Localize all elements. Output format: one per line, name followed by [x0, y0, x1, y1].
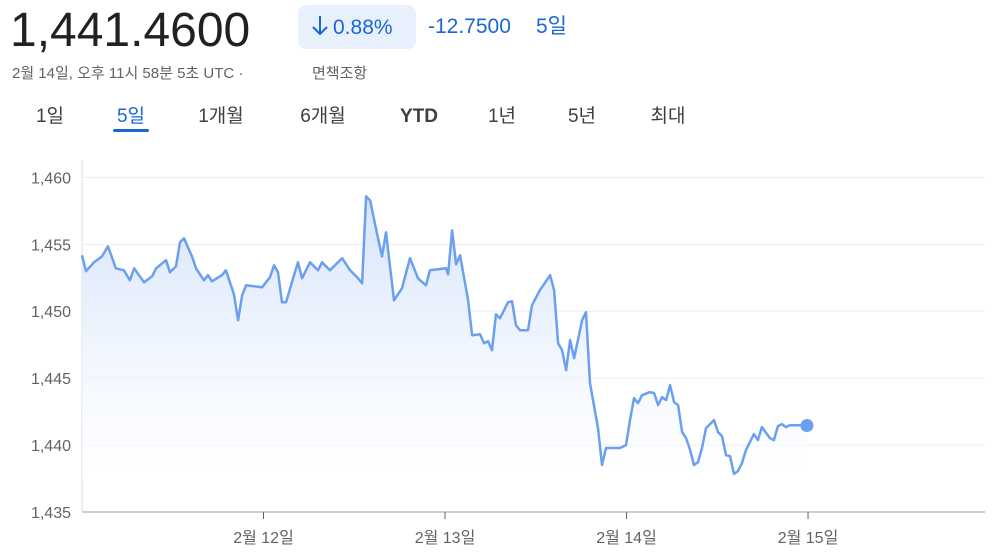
range-tab[interactable]: 6개월 [300, 105, 346, 127]
change-badge [298, 5, 416, 49]
y-tick-label: 1,450 [31, 304, 71, 321]
y-tick-label: 1,445 [31, 371, 71, 388]
area-fill [82, 196, 807, 478]
range-tab[interactable]: 최대 [651, 105, 686, 127]
change-period: 5일 [536, 15, 567, 38]
y-tick-label: 1,440 [31, 438, 71, 455]
tab-underline [113, 129, 149, 132]
plot: 1,435 1,440 1,445 1,450 1,455 1,460 2월 12일 2월 1… [31, 160, 985, 547]
y-tick-label: 1,460 [31, 170, 71, 187]
x-tick-label: 2월 13일 [415, 529, 476, 547]
last-point [800, 419, 814, 433]
x-tick-label: 2월 15일 [778, 529, 839, 547]
range-tab[interactable]: YTD [400, 106, 438, 127]
y-tick-label: 1,435 [31, 505, 71, 522]
disclaimer-link[interactable]: 면책조항 [312, 65, 367, 82]
x-tick-label: 2월 12일 [233, 529, 294, 547]
range-tab[interactable]: 5일 [117, 105, 145, 127]
range-tab[interactable]: 1년 [488, 105, 516, 127]
range-tab[interactable]: 1개월 [198, 105, 244, 127]
change-percent: 0.88% [333, 16, 393, 39]
range-tab[interactable]: 5년 [568, 105, 596, 127]
range-tabs: 1일 5일 1개월 6개월 YTD 1년 5년 최대 [36, 105, 686, 132]
down-arrow [312, 16, 328, 36]
y-tick-label: 1,455 [31, 237, 71, 254]
x-tick-label: 2월 14일 [596, 529, 657, 547]
range-tab[interactable]: 1일 [36, 105, 64, 127]
price: 1,441.4600 [10, 4, 250, 57]
price-line [80, 195, 807, 476]
timestamp: 2월 14일, 오후 11시 58분 5초 UTC · [12, 65, 243, 82]
change-value: -12.7500 [428, 15, 511, 38]
